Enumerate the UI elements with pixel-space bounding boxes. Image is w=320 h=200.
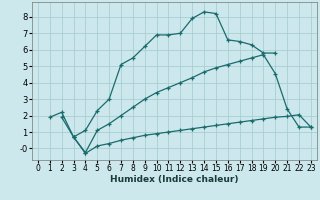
X-axis label: Humidex (Indice chaleur): Humidex (Indice chaleur) — [110, 175, 239, 184]
